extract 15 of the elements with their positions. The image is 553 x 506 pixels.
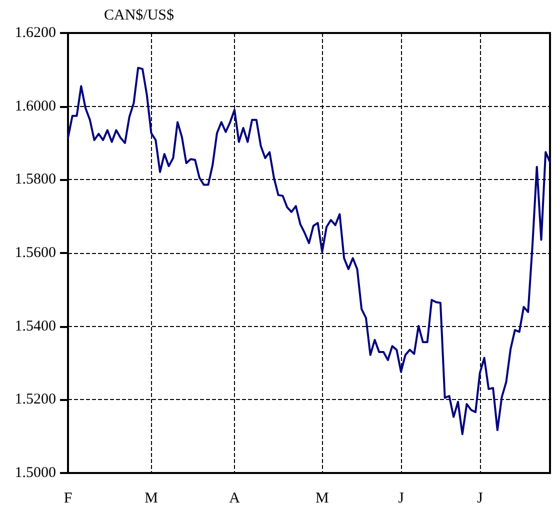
y-axis-title: CAN$/US$ (104, 8, 175, 24)
x-tick-label: A (229, 490, 240, 506)
x-tick-label: M (315, 490, 329, 506)
y-tick-label: 1.5000 (14, 465, 56, 481)
y-tick-label: 1.5400 (14, 318, 56, 334)
y-tick-label: 1.5200 (14, 392, 56, 408)
y-tick-label: 1.6200 (14, 25, 56, 41)
x-tick-label: M (144, 490, 158, 506)
x-tick-label: J (398, 490, 404, 506)
y-tick-label: 1.5800 (14, 172, 56, 188)
x-tick-label: F (64, 490, 72, 506)
x-tick-label: J (476, 490, 483, 506)
y-tick-label: 1.6000 (14, 98, 56, 114)
y-tick-label: 1.5600 (14, 245, 56, 261)
line-series (67, 66, 551, 436)
